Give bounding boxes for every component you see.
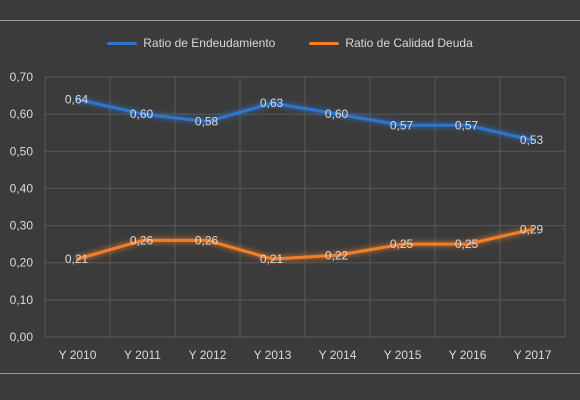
- x-tick-label: Y 2015: [384, 348, 422, 362]
- y-tick-label: 0,70: [10, 70, 34, 84]
- legend-label-endeudamiento: Ratio de Endeudamiento: [143, 36, 276, 50]
- data-point: [141, 238, 144, 242]
- data-point: [401, 123, 404, 127]
- legend-item-calidad-deuda: Ratio de Calidad Deuda: [309, 36, 473, 50]
- data-label: 0,21: [260, 252, 284, 266]
- top-border: [0, 20, 580, 21]
- y-tick-label: 0,30: [10, 219, 34, 233]
- grid: [44, 76, 566, 338]
- data-label: 0,57: [390, 118, 414, 132]
- data-label: 0,58: [195, 115, 219, 129]
- x-tick-label: Y 2010: [59, 348, 97, 362]
- x-tick-label: Y 2016: [449, 348, 487, 362]
- data-label: 0,29: [520, 222, 544, 236]
- series-layer: [76, 97, 534, 261]
- data-label: 0,25: [455, 237, 479, 251]
- data-label: 0,22: [325, 248, 349, 262]
- data-point: [336, 112, 339, 116]
- x-axis: Y 2010 Y 2011 Y 2012 Y 2013 Y 2014 Y 2015 Y 20…: [59, 348, 552, 362]
- y-tick-label: 0,00: [10, 330, 34, 344]
- legend-swatch-endeudamiento: [107, 41, 138, 45]
- data-label: 0,53: [520, 133, 544, 147]
- y-tick-label: 0,60: [10, 107, 34, 121]
- data-point: [206, 238, 209, 242]
- x-tick-label: Y 2017: [514, 348, 552, 362]
- x-tick-label: Y 2011: [124, 348, 161, 362]
- data-label: 0,26: [195, 233, 219, 247]
- legend-label-calidad-deuda: Ratio de Calidad Deuda: [345, 36, 473, 50]
- data-point: [531, 227, 534, 231]
- data-label: 0,26: [130, 233, 154, 247]
- legend-item-endeudamiento: Ratio de Endeudamiento: [107, 36, 275, 50]
- data-point: [141, 112, 144, 116]
- data-point: [401, 242, 404, 246]
- y-tick-label: 0,40: [10, 181, 34, 195]
- y-tick-label: 0,20: [10, 256, 34, 270]
- data-point: [336, 253, 339, 257]
- data-label: 0,60: [130, 107, 154, 121]
- data-point: [466, 123, 469, 127]
- data-point: [271, 101, 274, 105]
- data-label: 0,25: [390, 237, 414, 251]
- x-tick-label: Y 2012: [189, 348, 227, 362]
- y-axis: 0,00 0,10 0,20 0,30 0,40 0,50 0,60 0,70: [10, 70, 34, 344]
- data-point: [76, 97, 79, 101]
- data-labels: 0,64 0,60 0,58 0,63 0,60 0,57 0,57 0,53 0,21 0,26…: [65, 92, 544, 266]
- data-label: 0,63: [260, 96, 284, 110]
- x-tick-label: Y 2013: [254, 348, 292, 362]
- series-line-calidad-deuda: [76, 227, 534, 261]
- data-point: [271, 257, 274, 261]
- data-point: [531, 138, 534, 142]
- y-tick-label: 0,10: [10, 293, 34, 307]
- data-label: 0,60: [325, 107, 349, 121]
- data-point: [466, 242, 469, 246]
- data-label: 0,21: [65, 252, 89, 266]
- data-label: 0,57: [455, 118, 479, 132]
- data-label: 0,64: [65, 92, 89, 106]
- data-point: [206, 120, 209, 124]
- x-tick-label: Y 2014: [319, 348, 357, 362]
- chart-legend: Ratio de Endeudamiento Ratio de Calidad …: [0, 36, 580, 50]
- y-tick-label: 0,50: [10, 144, 34, 158]
- series-line-endeudamiento: [76, 97, 534, 142]
- legend-swatch-calidad-deuda: [309, 41, 340, 45]
- bottom-border: [0, 373, 580, 374]
- data-point: [76, 257, 79, 261]
